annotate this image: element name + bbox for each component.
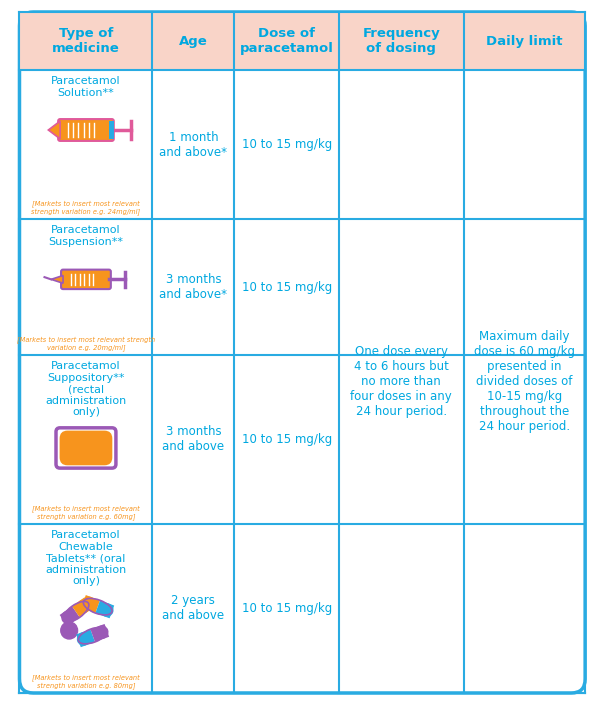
FancyBboxPatch shape xyxy=(60,431,112,465)
FancyBboxPatch shape xyxy=(61,269,111,289)
Text: 2 years
and above: 2 years and above xyxy=(162,594,224,623)
Polygon shape xyxy=(48,121,60,139)
Text: 3 months
and above*: 3 months and above* xyxy=(159,273,227,301)
Polygon shape xyxy=(90,624,109,642)
Ellipse shape xyxy=(77,599,91,613)
Text: [Markets to insert most relevant
strength variation e.g. 80mg]: [Markets to insert most relevant strengt… xyxy=(32,674,140,689)
Polygon shape xyxy=(96,600,114,618)
Text: Daily limit: Daily limit xyxy=(486,35,562,47)
Text: Type of
medicine: Type of medicine xyxy=(52,27,120,55)
Polygon shape xyxy=(81,595,100,613)
Text: 10 to 15 mg/kg: 10 to 15 mg/kg xyxy=(242,281,332,294)
Text: [Markets to insert most relevant
strength variation e.g. 24mg/ml]: [Markets to insert most relevant strengt… xyxy=(32,201,140,215)
Ellipse shape xyxy=(82,596,96,610)
Text: Maximum daily
dose is 60 mg/kg
presented in
divided doses of
10-15 mg/kg
through: Maximum daily dose is 60 mg/kg presented… xyxy=(474,330,575,433)
Text: Dose of
paracetamol: Dose of paracetamol xyxy=(240,27,334,55)
Text: Paracetamol
Chewable
Tablets** (oral
administration
only): Paracetamol Chewable Tablets** (oral adm… xyxy=(45,530,127,587)
FancyBboxPatch shape xyxy=(58,119,114,141)
Text: 10 to 15 mg/kg: 10 to 15 mg/kg xyxy=(242,602,332,615)
Text: [Markets to insert most relevant
strength variation e.g. 60mg]: [Markets to insert most relevant strengt… xyxy=(32,505,140,520)
FancyBboxPatch shape xyxy=(56,428,116,468)
Ellipse shape xyxy=(77,632,90,646)
FancyBboxPatch shape xyxy=(20,12,585,70)
Text: Frequency
of dosing: Frequency of dosing xyxy=(362,27,440,55)
Circle shape xyxy=(61,622,78,639)
Ellipse shape xyxy=(61,611,75,624)
Polygon shape xyxy=(51,276,63,283)
Text: Paracetamol
Suspension**: Paracetamol Suspension** xyxy=(48,226,124,247)
Polygon shape xyxy=(60,606,80,626)
FancyBboxPatch shape xyxy=(109,121,114,139)
Text: [Markets to insert most relevant strength
variation e.g. 20mg/ml]: [Markets to insert most relevant strengt… xyxy=(17,336,155,351)
Text: Paracetamol
Solution**: Paracetamol Solution** xyxy=(51,76,121,97)
Text: 10 to 15 mg/kg: 10 to 15 mg/kg xyxy=(242,433,332,446)
Text: 1 month
and above*: 1 month and above* xyxy=(159,130,227,159)
Ellipse shape xyxy=(95,625,109,639)
Text: 3 months
and above: 3 months and above xyxy=(162,426,224,453)
Text: One dose every
4 to 6 hours but
no more than
four doses in any
24 hour period.: One dose every 4 to 6 hours but no more … xyxy=(350,345,452,418)
Polygon shape xyxy=(72,597,92,618)
Text: Age: Age xyxy=(179,35,208,47)
Polygon shape xyxy=(76,629,95,647)
Text: Paracetamol
Suppository**
(rectal
administration
only): Paracetamol Suppository** (rectal admini… xyxy=(45,361,127,417)
Text: 10 to 15 mg/kg: 10 to 15 mg/kg xyxy=(242,138,332,151)
FancyBboxPatch shape xyxy=(20,12,585,693)
Ellipse shape xyxy=(100,603,113,617)
